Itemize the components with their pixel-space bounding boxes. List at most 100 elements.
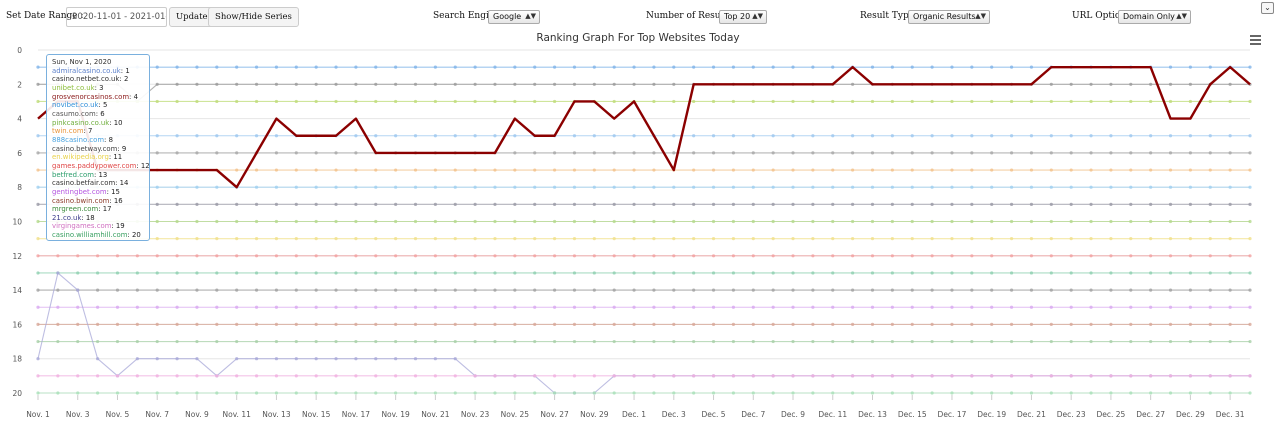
data-point	[274, 357, 279, 361]
data-point	[950, 374, 954, 378]
data-point	[870, 185, 875, 189]
data-point	[970, 134, 974, 138]
url-option-select[interactable]: Domain Only ▲▼	[1118, 10, 1191, 24]
data-point	[592, 271, 596, 275]
data-point	[692, 99, 696, 104]
data-point	[533, 82, 537, 86]
data-point	[1228, 82, 1232, 86]
data-point	[1029, 374, 1034, 378]
data-point	[1248, 271, 1252, 275]
data-point	[672, 305, 676, 309]
data-point	[354, 271, 358, 275]
data-point	[433, 65, 437, 69]
series-games-paddypower-com	[36, 254, 1252, 258]
data-point	[433, 99, 437, 104]
data-point	[1109, 219, 1113, 224]
data-point	[791, 322, 795, 326]
data-point	[592, 374, 596, 378]
data-point	[1029, 271, 1034, 275]
data-point	[731, 322, 736, 326]
data-point	[235, 254, 239, 258]
num-results-select[interactable]: Top 20 ▲▼	[719, 10, 767, 24]
data-point	[36, 305, 40, 309]
date-range-label: Set Date Range :	[6, 11, 84, 21]
data-point	[314, 271, 318, 275]
data-point	[970, 288, 974, 292]
data-point	[215, 151, 219, 155]
data-point	[1029, 185, 1034, 189]
data-point	[771, 271, 775, 275]
data-point	[970, 271, 974, 275]
data-point	[254, 254, 259, 258]
show-hide-series-button[interactable]: Show/Hide Series	[208, 7, 299, 27]
data-point	[672, 374, 676, 378]
x-tick-label: Dec. 31	[1216, 410, 1245, 419]
data-point	[473, 82, 477, 86]
data-point	[1069, 237, 1073, 241]
data-point	[175, 288, 179, 292]
series-line	[38, 83, 1250, 102]
data-point	[751, 202, 755, 206]
data-point	[1208, 271, 1212, 275]
data-point	[533, 219, 537, 224]
data-point	[274, 151, 279, 155]
data-point	[493, 305, 497, 309]
result-types-select[interactable]: Organic Results ▲▼	[908, 10, 990, 24]
data-point	[533, 322, 537, 326]
data-point	[811, 134, 815, 138]
data-point	[910, 339, 914, 344]
date-range-input[interactable]: 2020-11-01 - 2021-01-01	[66, 7, 167, 27]
data-point	[155, 134, 159, 138]
data-point	[990, 305, 994, 309]
data-point	[1228, 322, 1232, 326]
data-point	[632, 185, 636, 189]
data-point	[890, 168, 894, 172]
data-point	[970, 374, 974, 378]
data-point	[473, 271, 477, 275]
data-point	[1049, 305, 1053, 309]
data-point	[294, 271, 298, 275]
x-tick-label: Dec. 29	[1176, 410, 1205, 419]
data-point	[652, 339, 656, 344]
data-point	[533, 254, 537, 258]
data-point	[96, 288, 100, 292]
data-point	[1208, 322, 1212, 326]
data-point	[910, 219, 914, 224]
data-point	[990, 65, 994, 69]
chevron-down-icon[interactable]: ⌄	[1261, 2, 1274, 14]
hamburger-menu-icon[interactable]	[1250, 35, 1261, 45]
data-point	[334, 271, 338, 275]
data-point	[711, 151, 716, 155]
data-point	[950, 288, 954, 292]
tooltip-series-name: casino.netbet.co.uk	[52, 75, 120, 84]
result-types-label: Result Types:	[860, 11, 922, 21]
data-point	[354, 168, 358, 172]
data-point	[652, 271, 656, 275]
series-en-wikipedia-org	[36, 237, 1252, 241]
data-point	[195, 254, 199, 258]
data-point	[36, 254, 40, 258]
data-point	[254, 65, 259, 69]
search-engine-select[interactable]: Google ▲▼	[488, 10, 540, 24]
y-tick-label: 16	[12, 320, 22, 329]
menu-bar	[1250, 43, 1261, 45]
data-point	[1129, 168, 1133, 172]
data-point	[56, 374, 60, 378]
data-point	[672, 391, 676, 395]
data-point	[751, 374, 755, 378]
data-point	[493, 288, 497, 292]
data-point	[155, 357, 159, 361]
data-point	[632, 82, 636, 86]
data-point	[731, 65, 736, 69]
x-tick-label: Dec. 25	[1097, 410, 1126, 419]
data-point	[811, 185, 815, 189]
data-point	[394, 254, 398, 258]
url-option-label: URL Option:	[1072, 11, 1130, 21]
data-point	[215, 134, 219, 138]
data-point	[1129, 271, 1133, 275]
data-point	[1248, 134, 1252, 138]
data-point	[1248, 219, 1252, 224]
series-unibet-co-uk	[36, 99, 1252, 104]
y-tick-label: 0	[17, 46, 22, 55]
data-point	[552, 185, 557, 189]
